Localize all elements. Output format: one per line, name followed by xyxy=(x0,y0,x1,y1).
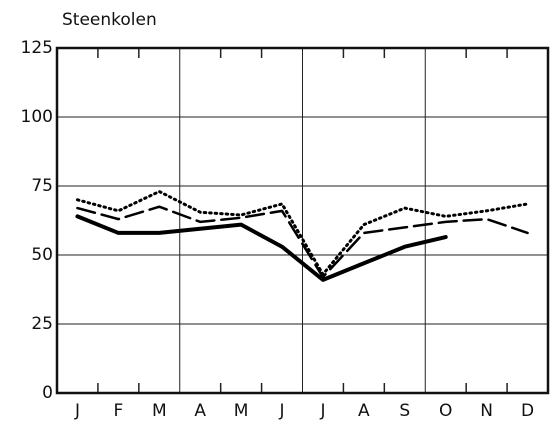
y-tick-label: 0 xyxy=(42,383,53,403)
x-tick-label: A xyxy=(358,401,370,421)
series-line xyxy=(76,205,529,279)
series-line xyxy=(75,214,448,282)
y-tick-label: 25 xyxy=(31,314,53,334)
x-tick-label: M xyxy=(152,401,167,421)
x-tick-label: D xyxy=(521,401,534,421)
y-tick-label: 100 xyxy=(21,107,53,127)
y-tick-label: 75 xyxy=(31,176,53,196)
y-tick-label: 50 xyxy=(31,245,53,265)
x-tick-label: S xyxy=(399,401,410,421)
x-tick-label: J xyxy=(319,401,325,421)
x-tick-label: J xyxy=(279,401,285,421)
x-tick-label: A xyxy=(194,401,206,421)
plot-frame xyxy=(55,46,550,395)
series-line xyxy=(75,190,530,276)
x-tick-label: M xyxy=(234,401,249,421)
x-tick-label: F xyxy=(113,401,123,421)
x-tick-label: J xyxy=(74,401,80,421)
x-tick-label: N xyxy=(480,401,493,421)
x-tick-label: O xyxy=(439,401,452,421)
chart-title: Steenkolen xyxy=(62,10,157,30)
y-tick-label: 125 xyxy=(21,38,53,58)
